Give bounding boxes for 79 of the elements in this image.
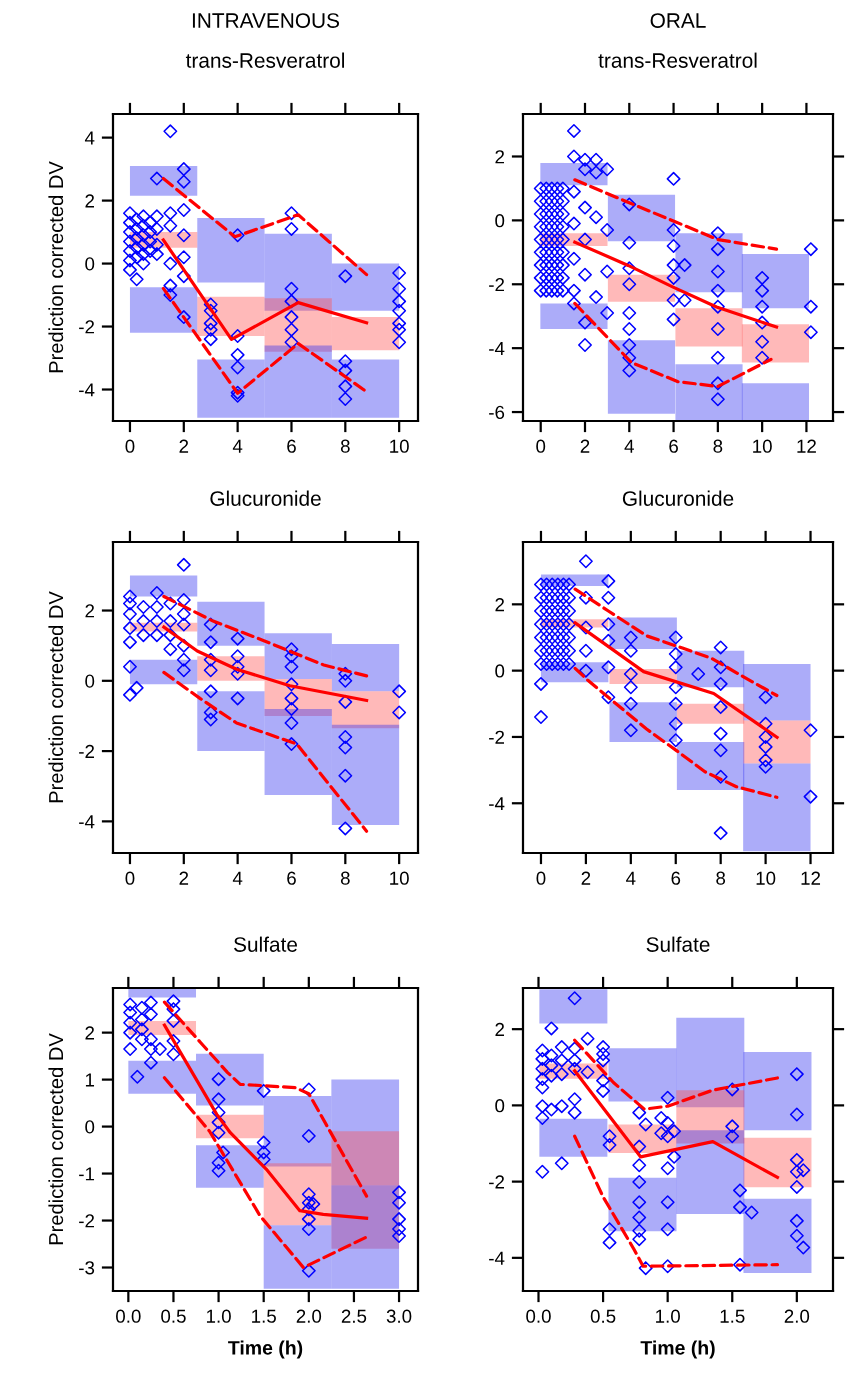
y-tick-label: -1	[79, 1167, 95, 1181]
x-tick-label: 12	[797, 439, 816, 453]
chart-subtitle: trans-Resveratrol	[598, 52, 757, 68]
x-tick-label: 10	[753, 439, 772, 453]
chart-title: ORAL	[650, 13, 706, 28]
y-tick-label: 0	[495, 214, 505, 228]
y-tick-label: -4	[79, 383, 95, 397]
y-tick-label: -2	[489, 1175, 504, 1189]
x-tick-label: 4	[624, 439, 634, 453]
chart-title: Sulfate	[646, 936, 710, 952]
x-tick-label: 3.0	[386, 1309, 412, 1323]
x-tick-label: 10	[390, 439, 409, 453]
x-tick-label: 6	[671, 871, 681, 885]
x-tick-label: 0	[536, 871, 546, 885]
x-tick-label: 4	[232, 871, 243, 885]
y-tick-label: 0	[85, 257, 95, 271]
x-tick-label: 0	[536, 439, 546, 453]
y-tick-label: 2	[85, 1026, 94, 1040]
chart-title: Glucuronide	[210, 490, 321, 506]
x-tick-label: 10	[390, 871, 409, 885]
y-tick-label: -2	[79, 744, 94, 758]
x-tick-label: 6	[287, 871, 296, 885]
y-tick-label: 2	[85, 194, 94, 208]
y-tick-label: 4	[84, 131, 95, 145]
chart-title: Sulfate	[234, 936, 298, 952]
chart-subtitle: trans-Resveratrol	[185, 52, 344, 68]
y-tick-label: 2	[85, 604, 94, 618]
y-tick-label: 0	[85, 1120, 95, 1134]
x-axis-title: Time (h)	[228, 1340, 303, 1359]
y-tick-label: 2	[495, 598, 504, 612]
y-tick-label: 1	[85, 1073, 95, 1087]
x-tick-label: 0.0	[526, 1309, 551, 1323]
y-tick-label: -4	[489, 797, 505, 811]
x-tick-label: 0.0	[116, 1309, 141, 1323]
x-tick-label: 2	[179, 871, 189, 885]
y-tick-label: 0	[85, 674, 95, 688]
x-tick-label: 2.0	[296, 1309, 322, 1323]
x-tick-label: 2.5	[341, 1309, 367, 1323]
x-tick-label: 1.0	[656, 1309, 680, 1323]
x-axis-title: Time (h)	[640, 1340, 715, 1359]
x-tick-label: 1.5	[252, 1309, 276, 1323]
x-tick-label: 2.0	[784, 1309, 810, 1323]
y-tick-label: -3	[79, 1261, 95, 1275]
y-axis-title: Prediction corrected DV	[48, 161, 64, 373]
x-tick-label: 12	[801, 871, 821, 885]
x-tick-label: 4	[626, 871, 636, 885]
x-tick-label: 4	[232, 439, 243, 453]
x-tick-label: 8	[340, 871, 350, 885]
y-tick-label: -2	[79, 1214, 94, 1228]
x-tick-label: 8	[340, 439, 350, 453]
y-tick-label: 2	[495, 150, 504, 164]
x-tick-label: 6	[669, 439, 678, 453]
chart-title: INTRAVENOUS	[192, 13, 340, 28]
x-tick-label: 0	[125, 871, 135, 885]
y-tick-label: -4	[79, 815, 95, 829]
y-axis-title: Prediction corrected DV	[48, 591, 64, 803]
x-tick-label: 0.5	[590, 1309, 616, 1323]
x-tick-label: 2	[581, 871, 591, 885]
y-tick-label: -2	[489, 277, 504, 292]
x-tick-label: 1.0	[206, 1309, 231, 1323]
y-tick-label: -2	[489, 730, 504, 744]
y-tick-label: 2	[495, 1022, 504, 1036]
chart-title: Glucuronide	[622, 490, 734, 506]
x-tick-label: 8	[716, 871, 726, 885]
y-tick-label: 0	[495, 1099, 505, 1113]
y-tick-label: -4	[489, 342, 505, 355]
y-tick-label: -6	[489, 405, 505, 420]
x-tick-label: 2	[580, 439, 590, 453]
x-tick-label: 2	[179, 439, 189, 453]
x-tick-label: 0.5	[161, 1309, 186, 1323]
x-tick-label: 6	[287, 439, 296, 453]
x-tick-label: 8	[713, 439, 723, 453]
y-tick-label: 0	[495, 664, 505, 678]
y-axis-title: Prediction corrected DV	[48, 1033, 64, 1245]
x-tick-label: 1.5	[720, 1309, 745, 1323]
y-tick-label: -4	[489, 1251, 505, 1265]
x-tick-label: 0	[125, 439, 135, 453]
x-tick-label: 10	[756, 871, 776, 885]
y-tick-label: -2	[79, 320, 94, 334]
